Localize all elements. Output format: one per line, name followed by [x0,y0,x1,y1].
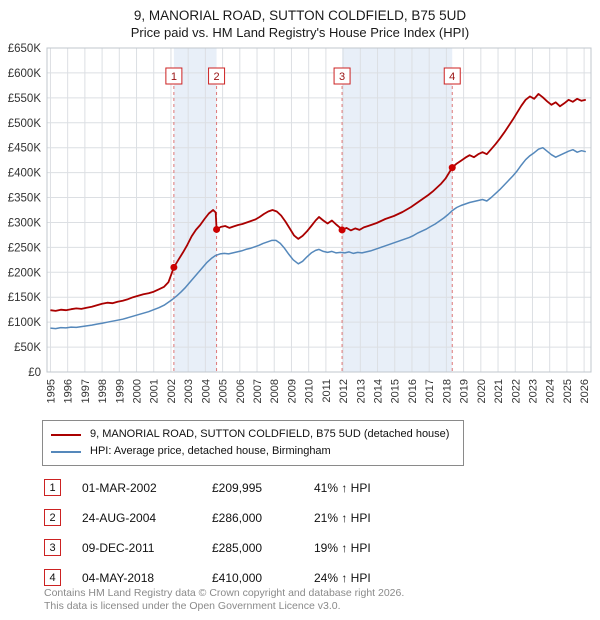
legend-swatch-hpi-line [51,450,81,453]
x-axis-label: 2022 [510,379,522,403]
y-axis-label: £450K [8,143,42,155]
chart-title: 9, MANORIAL ROAD, SUTTON COLDFIELD, B75 … [133,8,467,23]
x-axis-label: 1996 [63,379,75,403]
transaction-number-badge: 2 [44,509,61,526]
y-axis-label: £650K [8,43,42,55]
x-axis-label: 2020 [476,379,488,403]
y-axis-label: £50K [14,342,41,354]
y-axis-label: £250K [8,242,42,254]
x-axis-label: 2024 [545,379,557,403]
transaction-date: 24-AUG-2004 [82,510,157,525]
x-axis-label: 2006 [235,379,247,403]
x-axis-label: 2005 [218,379,230,403]
sale-number-label: 2 [214,71,220,83]
x-axis-label: 2018 [441,379,453,403]
y-axis-label: £500K [8,118,42,130]
transaction-number-badge: 4 [44,569,61,586]
sale-number-label: 3 [339,71,345,83]
x-axis-label: 2025 [562,379,574,403]
transaction-date: 09-DEC-2011 [82,540,155,555]
x-axis-label: 2016 [407,379,419,403]
x-axis-label: 2011 [321,379,333,403]
x-axis-label: 2023 [527,379,539,403]
legend-item-property: 9, MANORIAL ROAD, SUTTON COLDFIELD, B75 … [51,426,449,443]
price-paid-line [50,93,587,312]
sale-number-label: 4 [449,71,455,83]
ownership-period-band [342,48,453,372]
x-axis-label: 2017 [424,379,436,403]
legend-label-property: 9, MANORIAL ROAD, SUTTON COLDFIELD, B75 … [90,428,450,440]
y-axis-label: £150K [8,292,42,304]
sale-point-dot [448,164,456,172]
y-axis-label: £550K [8,93,42,105]
transaction-price: £286,000 [212,510,263,525]
transaction-hpi-delta: 41% ↑ HPI [314,480,371,495]
sale-point-dot [338,226,346,234]
x-axis-label: 1999 [114,379,126,403]
x-axis-label: 2008 [269,379,281,403]
transaction-price: £285,000 [212,540,263,555]
x-axis-label: 1998 [97,379,109,403]
transaction-number-badge: 1 [44,479,61,496]
x-axis-label: 2001 [149,379,161,403]
ownership-period-band [173,48,217,372]
sale-number-box [165,67,183,85]
footer-licence: This data is licensed under the Open Gov… [44,600,341,612]
transaction-row: 2 24-AUG-2004 £286,000 21% ↑ HPI [44,509,600,526]
x-axis-label: 2000 [132,379,144,403]
transaction-price: £209,995 [212,480,263,495]
y-axis-label: £300K [8,217,42,229]
sale-number-label: 1 [171,71,177,83]
y-axis-label: £350K [8,193,42,205]
chart-subtitle: Price paid vs. HM Land Registry's House … [130,25,470,40]
x-axis-label: 2010 [304,379,316,403]
x-axis-label: 2019 [459,379,471,403]
y-axis-label: £200K [8,267,42,279]
x-axis-label: 1997 [80,379,92,403]
x-axis-label: 2002 [166,379,178,403]
x-axis-label: 2003 [183,379,195,403]
x-axis-label: 2007 [252,379,264,403]
transaction-row: 1 01-MAR-2002 £209,995 41% ↑ HPI [44,479,600,496]
sale-point-dot [170,263,178,271]
hpi-line [50,146,586,330]
x-axis-label: 2004 [200,379,212,403]
transactions-table: 1 01-MAR-2002 £209,995 41% ↑ HPI 2 24-AUG-200… [44,479,600,586]
sale-number-box [443,67,461,85]
x-axis-label: 2015 [390,379,402,403]
legend-swatch-property-line [51,433,81,436]
sale-point-dot [213,225,221,233]
transaction-hpi-delta: 24% ↑ HPI [314,570,371,585]
y-axis-label: £0 [28,367,41,379]
x-axis-label: 2026 [579,379,591,403]
footer-copyright: Contains HM Land Registry data © Crown c… [44,587,405,599]
transaction-date: 01-MAR-2002 [82,480,157,495]
x-axis-label: 2012 [338,379,350,403]
y-axis-label: £400K [8,168,42,180]
legend-item-hpi: HPI: Average price, detached house, Birm… [51,443,449,460]
x-axis-label: 2013 [355,379,367,403]
transaction-number-badge: 3 [44,539,61,556]
chart-legend: 9, MANORIAL ROAD, SUTTON COLDFIELD, B75 … [42,420,465,466]
price-history-chart: £0 £50K £100K £150K £200K £250K £300K £350K £400… [8,43,592,403]
transaction-hpi-delta: 21% ↑ HPI [314,510,371,525]
plot-border [46,47,592,373]
x-axis-label: 1995 [45,379,57,403]
transaction-hpi-delta: 19% ↑ HPI [314,540,371,555]
transaction-row: 3 09-DEC-2011 £285,000 19% ↑ HPI [44,539,600,556]
legend-label-hpi: HPI: Average price, detached house, Birm… [90,445,331,457]
y-axis-label: £600K [8,68,42,80]
transaction-date: 04-MAY-2018 [82,570,155,585]
transaction-price: £410,000 [212,570,263,585]
x-axis-label: 2009 [286,379,298,403]
sale-number-box [208,67,226,85]
sale-number-box [333,67,351,85]
transaction-row: 4 04-MAY-2018 £410,000 24% ↑ HPI [44,569,600,586]
footer: Contains HM Land Registry data © Crown c… [44,587,404,613]
y-axis-label: £100K [8,317,42,329]
x-axis-label: 2014 [373,379,385,403]
x-axis-label: 2021 [493,379,505,403]
